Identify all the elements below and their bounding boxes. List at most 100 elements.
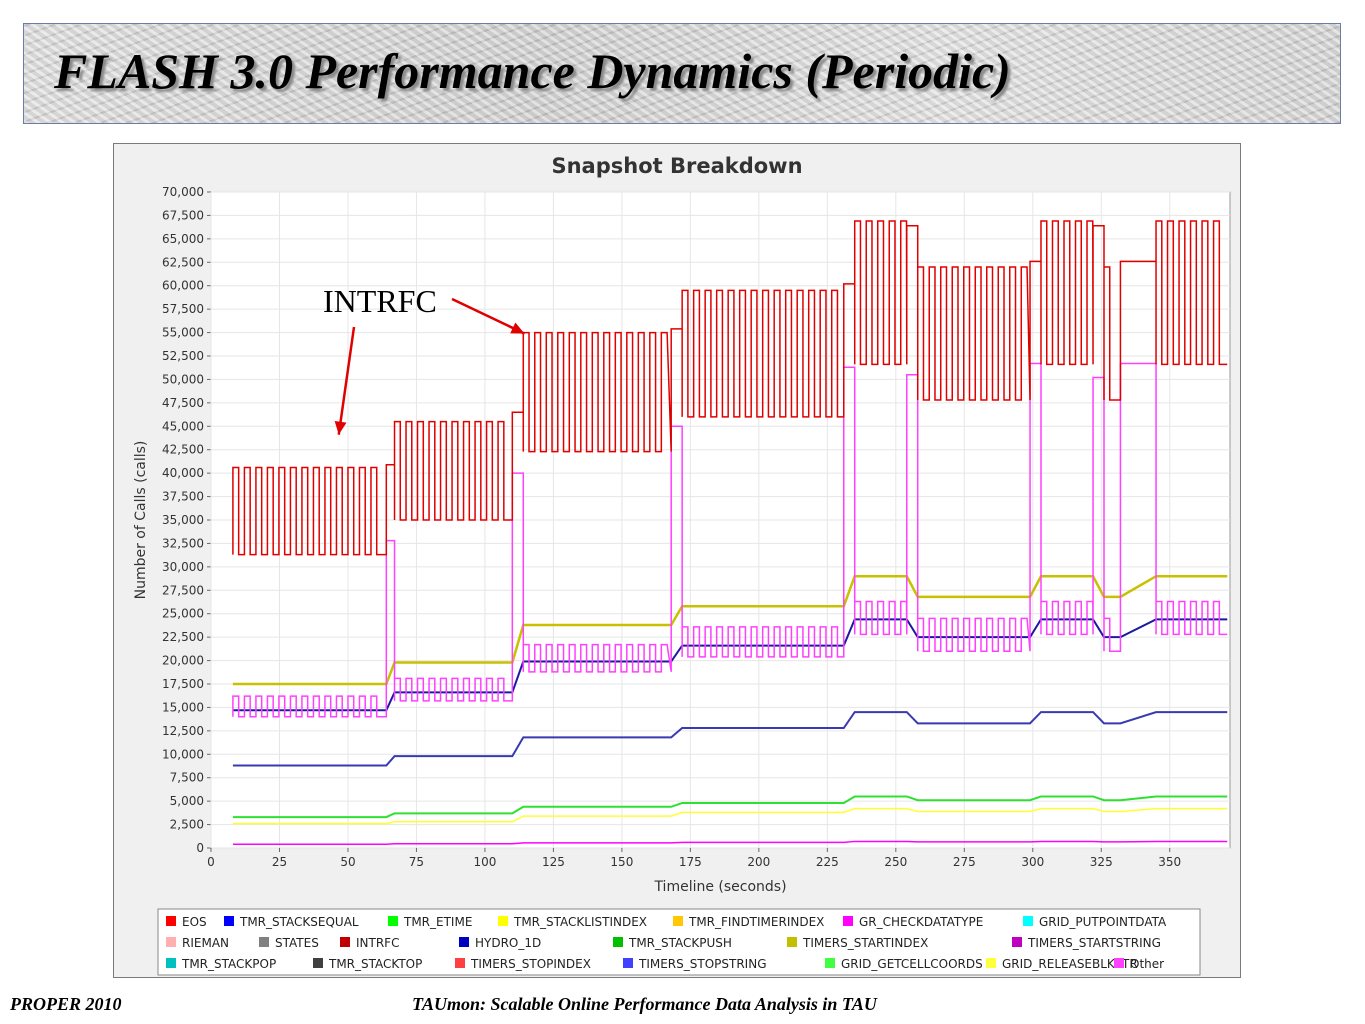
- x-axis-label: Timeline (seconds): [653, 879, 786, 895]
- legend-swatch: [313, 958, 323, 968]
- gr-checkdatatype-series-line: [232, 362, 1228, 718]
- snapshot-breakdown-chart: Snapshot Breakdown 0 2,500 5,000 7,500 10,000…: [133, 154, 1231, 976]
- x-tick-label: 300: [1021, 855, 1044, 869]
- legend-label: TMR_STACKLISTINDEX: [513, 915, 647, 929]
- legend-swatch: [166, 916, 176, 926]
- timers-startindex-series-line: [232, 574, 1228, 686]
- legend-label: GRID_GETCELLCOORDS: [841, 957, 983, 971]
- legend-label: EOS: [182, 915, 207, 929]
- y-tick-label: 52,500: [162, 349, 204, 363]
- x-tick-label: 75: [409, 855, 424, 869]
- legend-label: GR_CHECKDATATYPE: [859, 915, 983, 929]
- y-tick-label: 15,000: [162, 700, 204, 714]
- legend-label: TIMERS_STOPSTRING: [638, 957, 767, 971]
- y-tick-label: 65,000: [162, 232, 204, 246]
- legend-label: GRID_RELEASEBLKPTR: [1002, 957, 1138, 971]
- y-tick-label: 2,500: [170, 818, 204, 832]
- legend-label: TMR_ETIME: [403, 915, 472, 929]
- legend-label: HYDRO_1D: [475, 936, 541, 950]
- intrfc-series-line: [232, 220, 1228, 556]
- intrfc-annotation-label: INTRFC: [323, 283, 437, 319]
- y-tick-label: 12,500: [162, 724, 204, 738]
- legend-label: RIEMAN: [182, 936, 229, 950]
- legend-label: TMR_STACKTOP: [328, 957, 422, 971]
- x-tick-label: 50: [340, 855, 355, 869]
- x-tick-label: 200: [747, 855, 770, 869]
- y-tick-label: 57,500: [162, 302, 204, 316]
- y-tick-label: 55,000: [162, 326, 204, 340]
- x-tick-label: 0: [207, 855, 215, 869]
- legend-swatch: [1114, 958, 1124, 968]
- legend-swatch: [388, 916, 398, 926]
- y-tick-label: 5,000: [170, 794, 204, 808]
- legend-label: GRID_PUTPOINTDATA: [1039, 915, 1167, 929]
- legend-label: TMR_STACKSEQUAL: [239, 915, 359, 929]
- y-tick-label: 22,500: [162, 630, 204, 644]
- x-tick-label: 100: [473, 855, 496, 869]
- legend-swatch: [613, 937, 623, 947]
- y-tick-label: 67,500: [162, 208, 204, 222]
- other-series-line: [232, 840, 1228, 846]
- y-tick-label: 10,000: [162, 747, 204, 761]
- y-tick-label: 25,000: [162, 607, 204, 621]
- legend-swatch: [787, 937, 797, 947]
- x-tick-label: 225: [816, 855, 839, 869]
- legend-label: TIMERS_STARTINDEX: [802, 936, 928, 950]
- legend-label: TIMERS_STARTSTRING: [1027, 936, 1161, 950]
- y-tick-label: 17,500: [162, 677, 204, 691]
- y-tick-label: 35,000: [162, 513, 204, 527]
- y-tick-label: 47,500: [162, 396, 204, 410]
- legend-swatch: [259, 937, 269, 947]
- slide-title: FLASH 3.0 Performance Dynamics (Periodic…: [54, 43, 1011, 99]
- x-tick-label: 325: [1090, 855, 1113, 869]
- legend-label: Other: [1130, 957, 1164, 971]
- legend-swatch: [623, 958, 633, 968]
- legend-label: TMR_STACKPOP: [181, 957, 276, 971]
- legend-swatch: [166, 958, 176, 968]
- footer-conference: PROPER 2010: [10, 994, 122, 1014]
- legend-swatch: [340, 937, 350, 947]
- legend-swatch: [498, 916, 508, 926]
- y-tick-label: 62,500: [162, 255, 204, 269]
- x-tick-label: 150: [610, 855, 633, 869]
- legend-swatch: [673, 916, 683, 926]
- legend-swatch: [224, 916, 234, 926]
- y-tick-label: 27,500: [162, 583, 204, 597]
- y-tick-label: 60,000: [162, 279, 204, 293]
- legend-swatch: [825, 958, 835, 968]
- x-tick-label: 350: [1158, 855, 1181, 869]
- y-tick-label: 70,000: [162, 185, 204, 199]
- y-tick-label: 42,500: [162, 443, 204, 457]
- legend-swatch: [459, 937, 469, 947]
- x-tick-label: 175: [679, 855, 702, 869]
- y-tick-label: 45,000: [162, 419, 204, 433]
- legend-label: STATES: [275, 936, 319, 950]
- legend-swatch: [1023, 916, 1033, 926]
- x-tick-label: 25: [272, 855, 287, 869]
- grid-releaseblkptr-series-line: [232, 807, 1228, 825]
- tmr-etime-series-line: [232, 795, 1228, 819]
- y-tick-label: 0: [196, 841, 204, 855]
- y-tick-label: 30,000: [162, 560, 204, 574]
- legend-swatch: [986, 958, 996, 968]
- x-tick-label: 125: [542, 855, 565, 869]
- title-banner: FLASH 3.0 Performance Dynamics (Periodic…: [23, 23, 1341, 124]
- chart-title: Snapshot Breakdown: [551, 154, 802, 178]
- legend-swatch: [166, 937, 176, 947]
- y-tick-label: 32,500: [162, 536, 204, 550]
- y-tick-label: 50,000: [162, 372, 204, 386]
- y-axis-label: Number of Calls (calls): [133, 441, 149, 600]
- annotation-arrow-left: [334, 326, 356, 435]
- y-tick-label: 40,000: [162, 466, 204, 480]
- x-tick-label: 275: [953, 855, 976, 869]
- y-tick-label: 37,500: [162, 490, 204, 504]
- legend-label: TIMERS_STOPINDEX: [470, 957, 591, 971]
- legend-swatch: [455, 958, 465, 968]
- legend-label: TMR_FINDTIMERINDEX: [688, 915, 824, 929]
- hydro-1d-series-line: [232, 711, 1228, 767]
- legend-label: TMR_STACKPUSH: [628, 936, 732, 950]
- x-tick-label: 250: [884, 855, 907, 869]
- legend-swatch: [843, 916, 853, 926]
- legend-label: INTRFC: [356, 936, 399, 950]
